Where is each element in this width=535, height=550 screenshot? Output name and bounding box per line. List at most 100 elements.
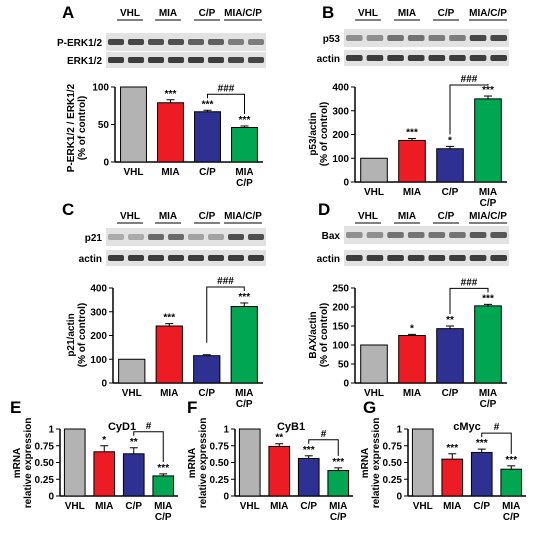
bar (297, 457, 320, 497)
category-label-line: C/P (480, 198, 497, 209)
blot-band (449, 255, 466, 261)
blot-band (387, 55, 404, 61)
blot-strip (106, 52, 266, 68)
lane-group-label: VHL (120, 8, 140, 19)
chart-title: CyD1 (108, 421, 136, 433)
panel-letter: F (187, 398, 197, 417)
y-tick-label: 100 (332, 154, 349, 165)
y-tick-label: 400 (332, 83, 349, 94)
category-label-line: MIA (443, 501, 461, 512)
blot-band (366, 255, 384, 261)
y-tick-label: 200 (332, 303, 349, 314)
panel-letter: E (10, 398, 21, 417)
bar (152, 475, 175, 497)
y-tick-label: 200 (90, 331, 107, 342)
y-tick-label: 0.25 (210, 475, 230, 486)
significance-marker: *** (157, 463, 169, 474)
blot-label: P-ERK1/2 (57, 38, 102, 49)
lane-group-label: MIA (159, 211, 177, 222)
bracket-label: ### (218, 83, 235, 94)
comparison-bracket (206, 286, 245, 343)
y-tick-label: 0 (101, 379, 107, 390)
category-label-line: VHL (364, 187, 384, 198)
category-label-line: C/P (199, 167, 216, 178)
blot-band (168, 255, 184, 261)
category-label-line: C/P (125, 501, 142, 512)
y-tick-label: 100 (332, 341, 349, 352)
blot-band (208, 255, 224, 261)
significance-marker: *** (165, 89, 177, 100)
y-tick-label: 0 (396, 492, 402, 503)
bar (120, 86, 147, 163)
y-tick-label: 50 (98, 120, 110, 131)
blot-band (346, 255, 363, 261)
category-label: VHL (124, 167, 144, 178)
bar (436, 328, 464, 384)
blot-band (188, 57, 204, 63)
category-label-line: C/P (442, 388, 459, 399)
significance-marker: * (102, 435, 106, 446)
blot-band (128, 57, 144, 63)
blot-band (490, 255, 507, 261)
y-axis-label-line: p53/actin (308, 112, 319, 155)
y-tick-label: 0.50 (210, 458, 230, 469)
bar (238, 428, 261, 497)
bar (500, 468, 523, 497)
bar (327, 470, 350, 497)
y-tick-label: 0.75 (210, 441, 230, 452)
category-label-line: C/P (473, 501, 490, 512)
significance-marker: *** (238, 292, 250, 303)
category-label: C/P (199, 167, 216, 178)
lane-group-label: MIA/C/P (469, 8, 507, 19)
lane-group-label: MIA/C/P (469, 211, 507, 222)
category-label-line: MIA (235, 167, 253, 178)
category-label-line: VHL (124, 167, 144, 178)
category-label: VHL (364, 187, 384, 198)
chart-title: CyB1 (277, 421, 305, 433)
significance-marker: * (410, 323, 414, 334)
y-axis-label: mRNArelative expression (12, 418, 34, 509)
blot-label: ERK1/2 (67, 56, 102, 67)
y-axis-label-line: mRNA (12, 448, 23, 479)
blot-band (346, 35, 363, 41)
category-label: MIA (270, 501, 288, 512)
blot-label: p21 (85, 233, 103, 244)
blot-band (428, 55, 446, 61)
blot-band (346, 55, 363, 61)
blot-band (366, 55, 384, 61)
category-label-line: MIA (161, 167, 179, 178)
bar (398, 335, 426, 384)
blot-band (469, 35, 487, 41)
blot-strip (344, 50, 509, 66)
panel-letter: G (363, 398, 376, 417)
blot-band (168, 39, 184, 45)
lane-group-label: C/P (438, 8, 455, 19)
lane-group-label: VHL (120, 211, 140, 222)
bar (360, 157, 388, 183)
category-label: C/P (473, 501, 490, 512)
blot-band (108, 57, 124, 63)
lane-group-label: MIA (398, 211, 416, 222)
bar (63, 428, 86, 497)
category-label-line: MIA (95, 501, 113, 512)
significance-marker: ** (130, 437, 138, 448)
blot-band (449, 55, 466, 61)
y-tick-label: 0 (343, 379, 349, 390)
bar (118, 358, 146, 384)
y-tick-label: 250 (332, 284, 349, 295)
category-label: VHL (413, 501, 433, 512)
category-label-line: MIA (160, 388, 178, 399)
blot-band (407, 232, 425, 238)
category-label-line: C/P (480, 399, 497, 410)
blot-band (428, 232, 446, 238)
category-label-line: C/P (236, 399, 253, 410)
y-tick-label: 300 (332, 106, 349, 117)
blot-band (490, 55, 507, 61)
y-tick-label: 1 (396, 425, 402, 436)
y-axis-label-line: (% of control) (319, 303, 330, 367)
category-label-line: C/P (300, 501, 317, 512)
bracket-label: ### (461, 277, 478, 288)
blot-band (228, 234, 244, 240)
category-label-line: C/P (442, 187, 459, 198)
bar (470, 451, 493, 497)
